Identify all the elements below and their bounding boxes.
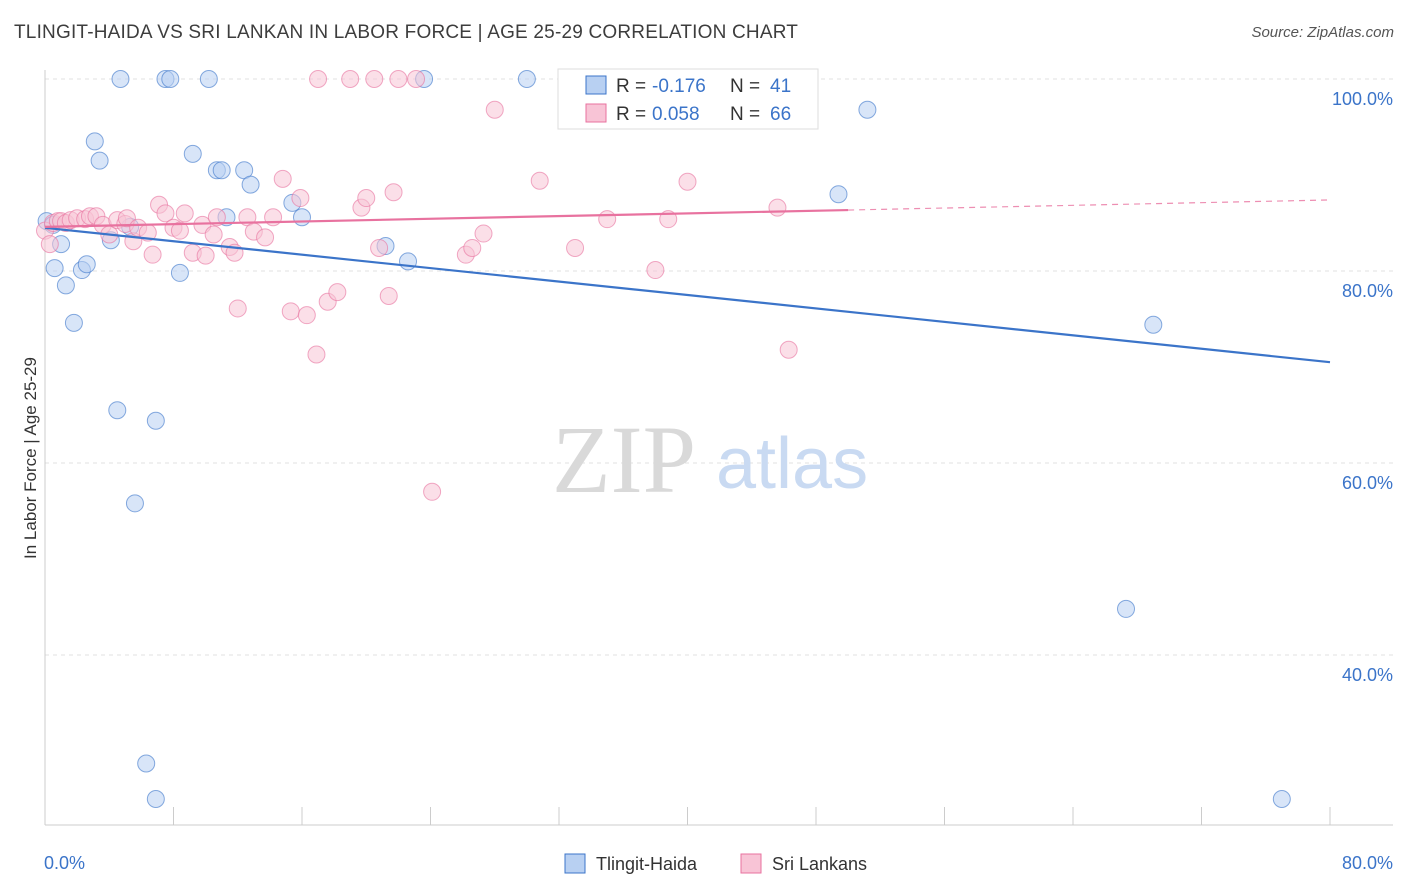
point-tlingit-11 — [108, 401, 127, 420]
point-srilankan-54 — [423, 482, 442, 501]
point-tlingit-24 — [212, 161, 231, 180]
axes — [44, 70, 1393, 826]
point-tlingit-37 — [858, 100, 877, 119]
point-srilankan-66 — [779, 340, 798, 359]
point-tlingit-29 — [293, 208, 311, 227]
point-srilankan-24 — [175, 204, 194, 223]
legend-r-label-tlingit: R = — [616, 76, 646, 97]
watermark-atlas: atlas — [716, 424, 868, 504]
point-tlingit-7 — [77, 255, 96, 274]
y-tick-label-0: 100.0% — [1332, 89, 1393, 109]
legend-n-value-tlingit: 41 — [770, 76, 791, 97]
point-tlingit-12 — [111, 70, 130, 88]
point-srilankan-28 — [204, 225, 223, 244]
point-srilankan-49 — [370, 238, 389, 257]
series-legend-label-srilankan: Sri Lankans — [772, 854, 867, 874]
point-tlingit-33 — [517, 70, 536, 88]
point-tlingit-39 — [1144, 315, 1163, 334]
trend-line-srilankan — [44, 208, 849, 228]
point-srilankan-21 — [156, 204, 175, 223]
point-srilankan-35 — [256, 228, 275, 247]
point-srilankan-52 — [389, 70, 408, 88]
point-srilankan-51 — [384, 183, 403, 202]
point-srilankan-40 — [297, 306, 316, 325]
point-tlingit-20 — [170, 263, 189, 282]
point-srilankan-53 — [407, 70, 426, 88]
y-tick-label-2: 60.0% — [1342, 473, 1393, 493]
point-tlingit-22 — [199, 70, 218, 88]
point-srilankan-41 — [307, 345, 326, 364]
point-tlingit-17 — [146, 411, 165, 430]
stats-legend: R = -0.176 N = 41 R = 0.058 N = 66 — [557, 68, 819, 130]
point-tlingit-8 — [85, 132, 104, 151]
trend-line-tlingit — [44, 226, 1331, 364]
legend-n-label-srilankan: N = — [730, 104, 760, 125]
point-srilankan-42 — [309, 70, 328, 88]
y-axis-label: In Labor Force | Age 25-29 — [21, 357, 40, 559]
trend-lines — [44, 199, 1331, 364]
point-srilankan-47 — [357, 189, 376, 208]
point-srilankan-60 — [566, 238, 585, 257]
watermark: ZIP atlas — [552, 406, 868, 513]
legend-r-label-srilankan: R = — [616, 104, 646, 125]
point-srilankan-58 — [485, 100, 504, 119]
legend-n-label-tlingit: N = — [730, 76, 760, 97]
point-srilankan-44 — [328, 283, 347, 302]
series-legend-label-tlingit: Tlingit-Haida — [596, 854, 698, 874]
point-srilankan-64 — [678, 172, 697, 191]
y-tick-label-3: 40.0% — [1342, 665, 1393, 685]
point-srilankan-50 — [379, 286, 398, 305]
point-srilankan-1 — [40, 235, 59, 254]
point-srilankan-56 — [463, 238, 482, 257]
point-tlingit-15 — [137, 754, 156, 773]
legend-r-value-tlingit: -0.176 — [652, 76, 706, 97]
point-tlingit-4 — [56, 276, 75, 295]
series-legend: Tlingit-Haida Sri Lankans — [564, 853, 867, 874]
x-tick-label-0: 0.0% — [44, 853, 85, 873]
point-tlingit-14 — [125, 494, 144, 513]
point-srilankan-27 — [196, 246, 215, 265]
point-srilankan-32 — [228, 299, 247, 318]
point-srilankan-48 — [365, 70, 384, 88]
x-tick-label-1: 80.0% — [1342, 853, 1393, 873]
trend-line-extension-srilankan — [848, 199, 1331, 211]
y-tick-label-1: 80.0% — [1342, 281, 1393, 301]
x-tick-labels: 0.0% 80.0% — [44, 853, 1393, 873]
point-srilankan-59 — [530, 171, 549, 190]
point-srilankan-62 — [646, 261, 665, 280]
point-tlingit-16 — [146, 790, 165, 808]
point-srilankan-38 — [281, 302, 300, 321]
point-srilankan-65 — [768, 198, 787, 217]
point-srilankan-39 — [291, 189, 310, 208]
series-legend-swatch-tlingit — [564, 853, 586, 874]
point-srilankan-61 — [598, 210, 617, 229]
point-srilankan-23 — [170, 221, 189, 240]
legend-n-value-srilankan: 66 — [770, 104, 791, 125]
point-tlingit-40 — [1272, 790, 1291, 808]
point-srilankan-37 — [273, 169, 292, 188]
chart-source: Source: ZipAtlas.com — [1251, 24, 1394, 41]
legend-r-value-srilankan: 0.058 — [652, 104, 700, 125]
legend-swatch-srilankan — [585, 103, 607, 123]
chart-title: TLINGIT-HAIDA VS SRI LANKAN IN LABOR FOR… — [14, 22, 799, 43]
point-tlingit-38 — [1117, 599, 1136, 618]
point-tlingit-21 — [183, 144, 202, 163]
point-tlingit-2 — [45, 259, 64, 278]
series-legend-swatch-srilankan — [740, 853, 762, 874]
point-tlingit-19 — [161, 70, 180, 88]
point-tlingit-27 — [241, 175, 260, 194]
y-tick-labels: 100.0% 80.0% 60.0% 40.0% — [1332, 89, 1393, 685]
legend-swatch-tlingit — [585, 75, 607, 95]
point-tlingit-9 — [90, 151, 109, 170]
watermark-zip: ZIP — [552, 406, 696, 513]
point-srilankan-29 — [207, 208, 226, 227]
point-srilankan-57 — [474, 224, 493, 243]
point-srilankan-45 — [341, 70, 360, 88]
point-srilankan-19 — [143, 245, 162, 264]
point-tlingit-5 — [64, 313, 83, 332]
point-tlingit-36 — [829, 185, 848, 204]
